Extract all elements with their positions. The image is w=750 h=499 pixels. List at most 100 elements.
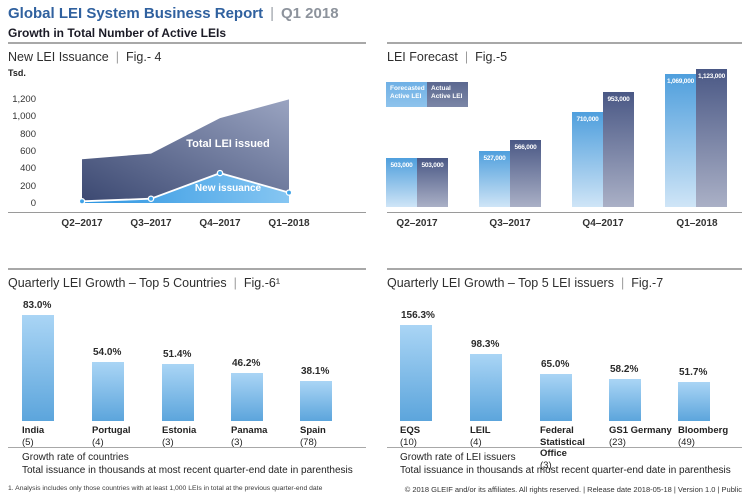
fig5-bar-value-label: 1,069,000 xyxy=(666,78,695,85)
fig4-x-axis-line xyxy=(8,212,366,213)
fig5-bar-actual-3: 1,123,000 xyxy=(696,69,727,207)
fig7-category-label: LEIL (4) xyxy=(470,425,540,448)
fig4-title-text: New LEI Issuance xyxy=(8,50,109,64)
report-header: Global LEI System Business Report | Q1 201… xyxy=(8,5,339,22)
fig4-y-tick: 400 xyxy=(20,163,36,175)
fig5-x-axis-line xyxy=(387,212,742,213)
fig6-category-label: Panama (3) xyxy=(231,425,297,448)
fig7-title: Quarterly LEI Growth – Top 5 LEI issuers… xyxy=(387,276,663,290)
fig7-category-name: GS1 Germany xyxy=(609,425,672,436)
fig5-bar-value-label: 710,000 xyxy=(576,116,599,123)
fig7-bar-value-label: 156.3% xyxy=(401,310,435,321)
fig7-bar-0 xyxy=(400,325,432,421)
fig4-x-tick: Q1–2018 xyxy=(268,218,310,229)
fig5-title: LEI Forecast | Fig.-5 xyxy=(387,50,507,64)
fig5-fig-label: Fig.-5 xyxy=(475,50,508,64)
legend-actual-active-lei: Actual Active LEI xyxy=(427,82,468,107)
fig7-category-name: Federal Statistical Office xyxy=(540,425,585,459)
new-issuance-area xyxy=(82,173,289,203)
fig4-y-tick: 800 xyxy=(20,128,36,140)
fig5-title-text: LEI Forecast xyxy=(387,50,458,64)
fig5-bar-forecast-2: 710,000 xyxy=(572,112,603,207)
fig5-bar-value-label: 503,000 xyxy=(421,162,444,169)
fig7-bar-value-label: 58.2% xyxy=(610,364,639,375)
fig5-x-tick: Q3–2017 xyxy=(489,218,531,229)
fig7-bar-3 xyxy=(609,379,641,421)
fig6-fig-label: Fig.-6¹ xyxy=(243,276,280,290)
fig5-bar-value-label: 953,000 xyxy=(607,96,630,103)
fig4-fig-label: Fig.- 4 xyxy=(126,50,162,64)
report-period: Q1 2018 xyxy=(280,5,339,22)
fig5-bar-value-label: 566,000 xyxy=(514,144,537,151)
fig6-bar-3 xyxy=(231,373,263,421)
fig5-bar-actual-1: 566,000 xyxy=(510,140,541,207)
fig6-category-name: Spain xyxy=(300,425,326,436)
fig7-category-label: Federal Statistical Office (3) xyxy=(540,425,610,471)
fig5-x-tick: Q1–2018 xyxy=(676,218,718,229)
fig4-x-tick: Q3–2017 xyxy=(130,218,172,229)
legend-forecasted-active-lei: Forecasted Active LEI xyxy=(386,82,427,107)
fig7-bar-4 xyxy=(678,382,710,421)
fig7-category-total: (4) xyxy=(470,436,482,448)
fig4-y-tick: 200 xyxy=(20,180,36,192)
fig5-bar-value-label: 527,000 xyxy=(483,155,506,162)
fig5-bar-value-label: 1,123,000 xyxy=(697,73,726,80)
fig7-category-name: LEIL xyxy=(470,425,491,436)
fig7-category-total: (49) xyxy=(678,436,695,448)
fig7-category-name: Bloomberg xyxy=(678,425,729,436)
divider-caption-left xyxy=(8,447,366,448)
fig5-bar-forecast-3: 1,069,000 xyxy=(665,74,696,207)
fig7-caption-line1: Growth rate of LEI issuers xyxy=(400,452,516,463)
fig6-title: Quarterly LEI Growth – Top 5 Countries | F… xyxy=(8,276,280,290)
fig5-legend: Forecasted Active LEI Actual Active LEI xyxy=(386,82,468,107)
fig6-bar-value-label: 51.4% xyxy=(163,349,192,360)
fig6-title-sep: | xyxy=(233,276,237,290)
new-issuance-line xyxy=(81,172,290,203)
copyright-footer: © 2018 GLEIF and/or its affiliates. All … xyxy=(404,485,742,494)
fig7-bar-1 xyxy=(470,354,502,421)
fig5-bar-actual-0: 503,000 xyxy=(417,158,448,207)
fig6-category-total: (4) xyxy=(92,436,104,448)
new-issuance-marker xyxy=(216,169,224,177)
fig6-category-total: (78) xyxy=(300,436,317,448)
fig6-caption-line1: Growth rate of countries xyxy=(22,452,129,463)
new-issuance-label: New issuance xyxy=(195,183,262,194)
fig6-bar-value-label: 46.2% xyxy=(232,358,261,369)
report-subtitle: Growth in Total Number of Active LEIs xyxy=(8,26,227,40)
fig4-unit-label: Tsd. xyxy=(8,68,26,78)
fig6-category-name: India xyxy=(22,425,45,436)
fig6-bar-value-label: 83.0% xyxy=(23,300,52,311)
fig7-bar-value-label: 98.3% xyxy=(471,339,500,350)
divider-caption-right xyxy=(387,447,742,448)
fig5-x-tick: Q4–2017 xyxy=(582,218,624,229)
fig5-title-sep: | xyxy=(464,50,469,64)
fig4-y-tick: 600 xyxy=(20,146,36,157)
fig4-title-sep: | xyxy=(115,50,119,64)
fig4-title: New LEI Issuance | Fig.- 4 xyxy=(8,50,161,64)
fig7-title-sep: | xyxy=(620,276,625,290)
fig7-fig-label: Fig.-7 xyxy=(631,276,664,290)
fig4-y-tick: 1,200 xyxy=(12,94,36,105)
divider-mid-left xyxy=(8,268,366,270)
fig7-category-name: EQS xyxy=(400,425,421,436)
fig4-x-tick: Q2–2017 xyxy=(61,218,103,229)
header-separator: | xyxy=(270,5,274,22)
divider-mid-right xyxy=(387,268,742,270)
fig7-title-text: Quarterly LEI Growth – Top 5 LEI issuers xyxy=(387,276,614,290)
fig7-category-total: (3) xyxy=(540,459,552,471)
fig7-category-label: GS1 Germany (23) xyxy=(609,425,679,448)
fig7-category-label: EQS (10) xyxy=(400,425,470,448)
fig6-category-total: (3) xyxy=(162,436,174,448)
fig6-category-name: Estonia xyxy=(162,425,197,436)
fig5-bar-actual-2: 953,000 xyxy=(603,92,634,207)
fig4-y-tick: 1,000 xyxy=(12,111,36,123)
fig6-category-label: Estonia (3) xyxy=(162,425,228,448)
fig7-category-label: Bloomberg (49) xyxy=(678,425,748,448)
fig6-category-name: Portugal xyxy=(92,425,131,436)
new-issuance-marker xyxy=(147,195,155,202)
fig7-category-total: (10) xyxy=(400,436,417,448)
fig6-category-label: Spain (78) xyxy=(300,425,366,448)
new-issuance-marker xyxy=(285,189,293,196)
fig6-bar-1 xyxy=(92,362,124,421)
fig6-bar-2 xyxy=(162,364,194,421)
